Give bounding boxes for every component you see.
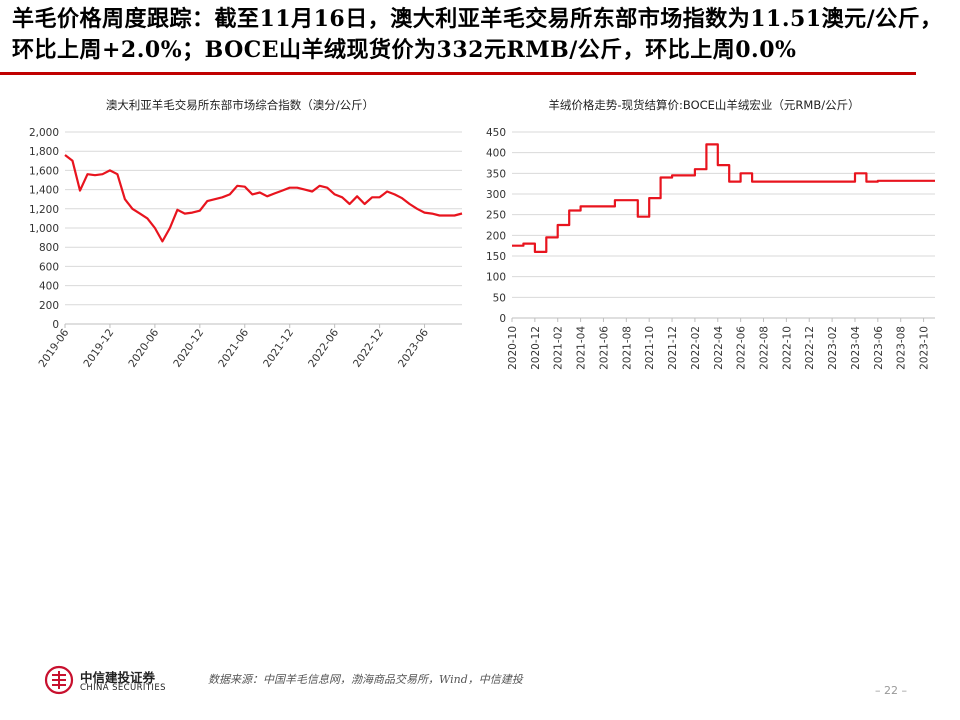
y-tick-label: 1,000 (29, 223, 59, 235)
x-tick-label: 2021-06 (598, 326, 610, 370)
y-tick-label: 350 (486, 168, 506, 180)
x-tick-label: 2020-12 (530, 326, 542, 370)
y-tick-label: 2,000 (29, 127, 59, 139)
wool-index-chart: 澳大利亚羊毛交易所东部市场综合指数（澳分/公斤） 0 200 400 600 800 1,0… (10, 92, 470, 396)
y-tick-label: 1,800 (29, 146, 59, 158)
x-tick-label: 2021-12 (667, 326, 679, 370)
y-tick-label: 150 (486, 251, 506, 263)
x-tick-label: 2022-04 (713, 326, 725, 370)
y-tick-label: 250 (486, 210, 506, 222)
x-tick-label: 2022-10 (781, 326, 793, 370)
x-tick-label: 2020-10 (507, 326, 519, 370)
y-tick-label: 400 (39, 281, 59, 293)
x-tick-label: 2022-02 (690, 326, 702, 370)
x-tick-label: 2022-12 (351, 327, 386, 370)
logo-text-en: CHINA SECURITIES (80, 683, 166, 693)
y-tick-label: 1,600 (29, 165, 59, 177)
chart-svg: 澳大利亚羊毛交易所东部市场综合指数（澳分/公斤） 0 200 400 600 800 1,0… (29, 98, 463, 370)
x-tick-label: 2021-12 (261, 327, 296, 370)
y-tick-label: 1,200 (29, 204, 59, 216)
x-tick-label: 2022-06 (736, 326, 748, 370)
page-number: – 22 – (875, 684, 907, 697)
y-tick-label: 0 (499, 313, 506, 325)
x-tick-label: 2021-02 (553, 326, 565, 370)
company-logo: 中信建投证券 CHINA SECURITIES (44, 664, 214, 698)
x-tick-label: 2022-08 (759, 326, 771, 370)
x-tick-label: 2022-06 (306, 327, 341, 370)
x-tick-label: 2023-02 (827, 326, 839, 370)
page-title: 羊毛价格周度跟踪：截至11月16日，澳大利亚羊毛交易所东部市场指数为11.51澳… (12, 6, 943, 63)
x-tick-label: 2023-06 (396, 327, 431, 370)
y-tick-label: 200 (39, 300, 59, 312)
x-tick-label: 2021-08 (621, 326, 633, 370)
y-tick-label: 800 (39, 242, 59, 254)
china-securities-logo-icon (44, 665, 74, 695)
y-tick-label: 1,400 (29, 185, 59, 197)
y-tick-label: 0 (52, 319, 59, 331)
x-tick-label: 2020-06 (126, 327, 161, 370)
data-series-line (64, 154, 463, 243)
data-source-note: 数据来源：中国羊毛信息网，渤海商品交易所，Wind，中信建投 (208, 673, 523, 686)
x-tick-label: 2023-06 (873, 326, 885, 370)
y-tick-label: 50 (493, 292, 506, 304)
x-tick-label: 2023-10 (919, 326, 931, 370)
data-series-line (512, 143, 935, 253)
y-tick-label: 200 (486, 230, 506, 242)
x-tick-label: 2022-12 (804, 326, 816, 370)
x-tick-label: 2023-04 (850, 326, 862, 370)
x-tick-label: 2021-10 (644, 326, 656, 370)
y-tick-label: 100 (486, 272, 506, 284)
x-tick-label: 2019-12 (81, 327, 116, 370)
y-tick-label: 600 (39, 261, 59, 273)
chart-svg: 羊绒价格走势-现货结算价:BOCE山羊绒宏业（元RMB/公斤） 0 50 100 150… (486, 98, 936, 370)
cashmere-price-chart: 羊绒价格走势-现货结算价:BOCE山羊绒宏业（元RMB/公斤） 0 50 100 150… (480, 92, 950, 396)
x-tick-label: 2023-08 (896, 326, 908, 370)
x-tick-label: 2020-12 (171, 327, 206, 370)
x-tick-label: 2021-06 (216, 327, 251, 370)
y-tick-label: 400 (486, 148, 506, 160)
chart-title: 羊绒价格走势-现货结算价:BOCE山羊绒宏业（元RMB/公斤） (548, 98, 859, 112)
x-tick-label: 2021-04 (576, 326, 588, 370)
y-tick-label: 300 (486, 189, 506, 201)
title-divider (0, 72, 916, 75)
logo-text-cn: 中信建投证券 (80, 670, 156, 685)
chart-title: 澳大利亚羊毛交易所东部市场综合指数（澳分/公斤） (106, 98, 374, 112)
x-tick-label: 2019-06 (36, 327, 71, 370)
y-tick-label: 450 (486, 127, 506, 139)
